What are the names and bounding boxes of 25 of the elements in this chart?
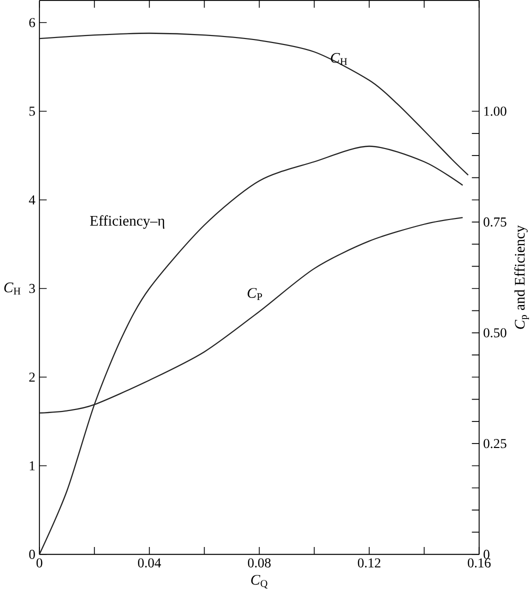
annotation: C$_{P}$ [247, 288, 262, 300]
y2-tick-label: 0.50 [483, 328, 506, 338]
y-tick-label: 6 [29, 18, 35, 28]
y2-axis-title: C$_{p}$ and Efficiency [514, 225, 529, 329]
annotation: C$_{H}$ [330, 53, 347, 65]
y2-tick-label: 0.75 [483, 217, 506, 227]
y-tick-label: 0 [28, 550, 35, 559]
y-tick-label: 4 [28, 195, 36, 204]
x-tick-label: 0 [36, 558, 42, 568]
y2-tick-label: 0.25 [483, 438, 506, 448]
x-axis-title: C$_{Q}$ [250, 574, 268, 589]
x-tick-label: 0.08 [248, 558, 270, 568]
x-tick-label: 0.12 [358, 558, 380, 568]
y-tick-label: 5 [29, 106, 35, 116]
annotation: Efficiency–η [90, 215, 164, 229]
x-tick-label: 0.16 [468, 558, 490, 568]
line-series [39, 146, 464, 554]
y-tick-label: 2 [29, 372, 34, 382]
y-axis-title: C$_{H}$ [4, 282, 20, 294]
y-tick-label: 3 [29, 284, 35, 294]
x-tick-label: 0.04 [138, 558, 161, 568]
line-series [39, 32, 469, 176]
y2-tick-label: 1.00 [484, 106, 506, 116]
y-tick-label: 1 [30, 461, 34, 470]
y2-tick-label: 0 [483, 550, 490, 559]
